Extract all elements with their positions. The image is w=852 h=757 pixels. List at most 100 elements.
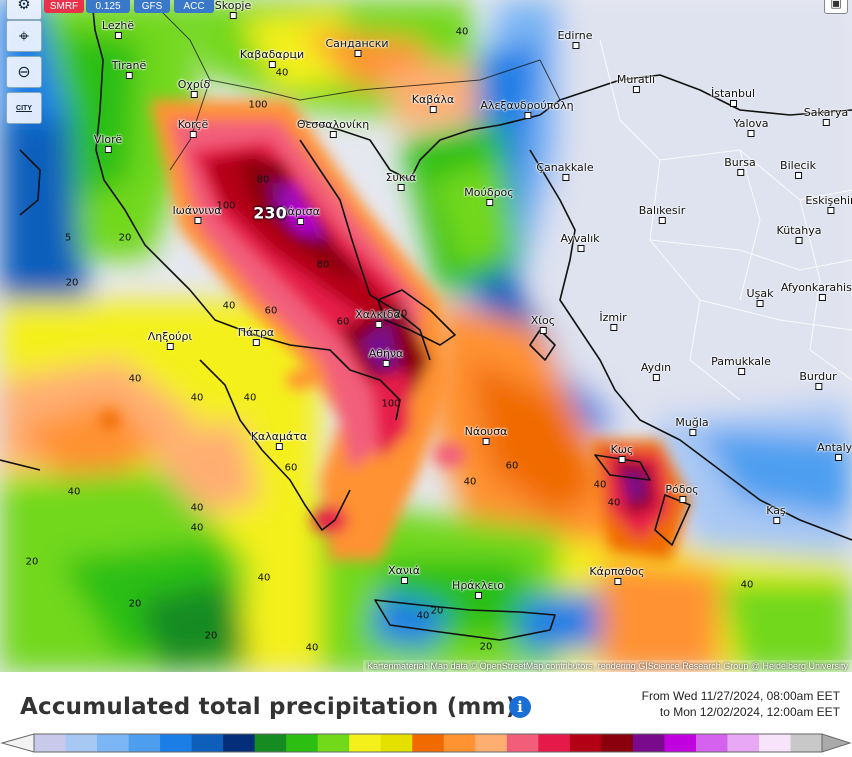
- colorbar-min-arrow: [0, 733, 35, 753]
- colorbar-swatch: [538, 734, 571, 752]
- colorbar-swatch: [695, 734, 728, 752]
- contour-label: 20: [394, 308, 408, 320]
- colorbar-swatch: [569, 734, 602, 752]
- city-label: Πάτρα: [237, 326, 275, 346]
- contour-label: 40: [222, 300, 236, 312]
- contour-label: 40: [190, 392, 204, 404]
- city-label: Κάρπαθος: [589, 565, 645, 585]
- contour-label: 100: [248, 99, 268, 111]
- city-label: Οχρίδ: [177, 78, 211, 98]
- city-label: İstanbul: [710, 87, 756, 107]
- contour-label: 40: [275, 67, 289, 79]
- city-label: Ρόδος: [665, 483, 699, 503]
- contour-label: 40: [416, 610, 430, 622]
- date-from: From Wed 11/27/2024, 08:00am EET: [641, 689, 840, 703]
- city-label: Vlorë: [93, 133, 123, 153]
- contour-label: 20: [128, 598, 142, 610]
- contour-label: 60: [505, 460, 519, 472]
- colorbar-swatch: [317, 734, 350, 752]
- contour-label: 40: [455, 26, 469, 38]
- contour-label: 40: [740, 579, 754, 591]
- city-label: Skopje: [214, 0, 252, 19]
- city-label: Edirne: [557, 29, 593, 49]
- contour-label: 40: [190, 502, 204, 514]
- precipitation-field: [0, 0, 852, 672]
- color-scale: [0, 733, 852, 753]
- city-label: Lezhë: [101, 19, 135, 39]
- colorbar-swatch: [475, 734, 508, 752]
- city-label: Θεσσαλονίκη: [296, 118, 370, 138]
- contour-label: 20: [118, 232, 132, 244]
- city-label: Сандански: [325, 37, 389, 57]
- contour-label: 20: [430, 605, 444, 617]
- city-label: Kütahya: [776, 224, 822, 244]
- colorbar-swatch: [97, 734, 130, 752]
- city-label: Antalya: [817, 441, 852, 461]
- contour-label: 100: [216, 200, 236, 212]
- city-toggle-icon: CITY: [16, 104, 32, 112]
- legend-panel: Accumulated total precipitation (mm) i F…: [0, 672, 852, 757]
- city-label: Pamukkale: [711, 355, 771, 375]
- city-label: Χαλκίδα: [355, 308, 401, 328]
- model-chip[interactable]: ACC: [174, 0, 214, 13]
- contour-label: 80: [316, 259, 330, 271]
- city-toggle-button[interactable]: CITY: [6, 92, 42, 124]
- layers-icon: ▣: [830, 0, 842, 10]
- info-icon[interactable]: i: [509, 696, 531, 718]
- colorbar-swatch: [128, 734, 161, 752]
- model-chip[interactable]: 0.125: [86, 0, 130, 13]
- colorbar-swatch: [254, 734, 287, 752]
- city-label: Καβάλα: [411, 93, 455, 113]
- colorbar-swatch: [601, 734, 634, 752]
- date-to: to Mon 12/02/2024, 12:00am EET: [659, 705, 840, 719]
- city-label: Λάρισα: [280, 205, 320, 225]
- city-label: İzmir: [599, 311, 627, 331]
- city-label: Αθήνα: [368, 347, 404, 367]
- layers-button[interactable]: ▣: [824, 0, 848, 14]
- contour-label: 40: [593, 479, 607, 491]
- city-label: Bursa: [724, 156, 756, 176]
- contour-label: 20: [25, 556, 39, 568]
- city-label: Eskişehir: [805, 194, 852, 214]
- city-label: Χίος: [530, 314, 556, 334]
- contour-label: 40: [67, 486, 81, 498]
- city-label: Αλεξανδρούπολη: [480, 99, 574, 119]
- city-label: Συκιά: [385, 171, 417, 191]
- colorbar-swatch: [664, 734, 697, 752]
- city-label: Καλαμάτα: [250, 430, 308, 450]
- map-attribution: Kartenmaterial: Map data © OpenStreetMap…: [363, 660, 852, 672]
- precipitation-map[interactable]: Skopje Lezhë Tiranë Καβαδαρци Сандански Edirn…: [0, 0, 852, 672]
- colorbar-swatch: [632, 734, 665, 752]
- zoom-out-button[interactable]: ⊖: [6, 56, 42, 88]
- contour-label: 100: [381, 398, 401, 410]
- contour-label: 40: [607, 497, 621, 509]
- model-chip[interactable]: GFS: [134, 0, 170, 13]
- location-button[interactable]: ⌖: [6, 20, 42, 52]
- city-label: Bilecik: [780, 159, 816, 179]
- colorbar-swatch: [758, 734, 791, 752]
- city-label: Balıkesir: [638, 204, 686, 224]
- city-label: Çanakkale: [536, 161, 594, 181]
- city-label: Ιωάννινα: [172, 204, 222, 224]
- city-label: Korçë: [177, 118, 209, 138]
- colorbar-swatch: [160, 734, 193, 752]
- contour-label: 60: [264, 305, 278, 317]
- colorbar-swatch: [223, 734, 256, 752]
- city-label: Yalova: [733, 117, 769, 137]
- map-pin-icon: ⌖: [18, 25, 30, 46]
- date-range: From Wed 11/27/2024, 08:00am EET to Mon …: [642, 688, 840, 720]
- city-label: Kaş: [766, 504, 786, 524]
- colorbar-swatch: [191, 734, 224, 752]
- city-label: Aydın: [640, 361, 672, 381]
- colorbar-swatch: [34, 734, 67, 752]
- contour-label: 40: [257, 572, 271, 584]
- city-label: Tiranë: [111, 59, 147, 79]
- legend-title: Accumulated total precipitation (mm): [20, 694, 517, 720]
- zoom-out-icon: ⊖: [17, 64, 31, 81]
- city-label: Κως: [610, 443, 634, 463]
- city-label: Ληξούρι: [147, 330, 193, 350]
- contour-label: 60: [284, 462, 298, 474]
- settings-button[interactable]: ⚙: [6, 0, 42, 20]
- contour-label: 80: [256, 174, 270, 186]
- model-chip[interactable]: SMRF: [44, 0, 84, 13]
